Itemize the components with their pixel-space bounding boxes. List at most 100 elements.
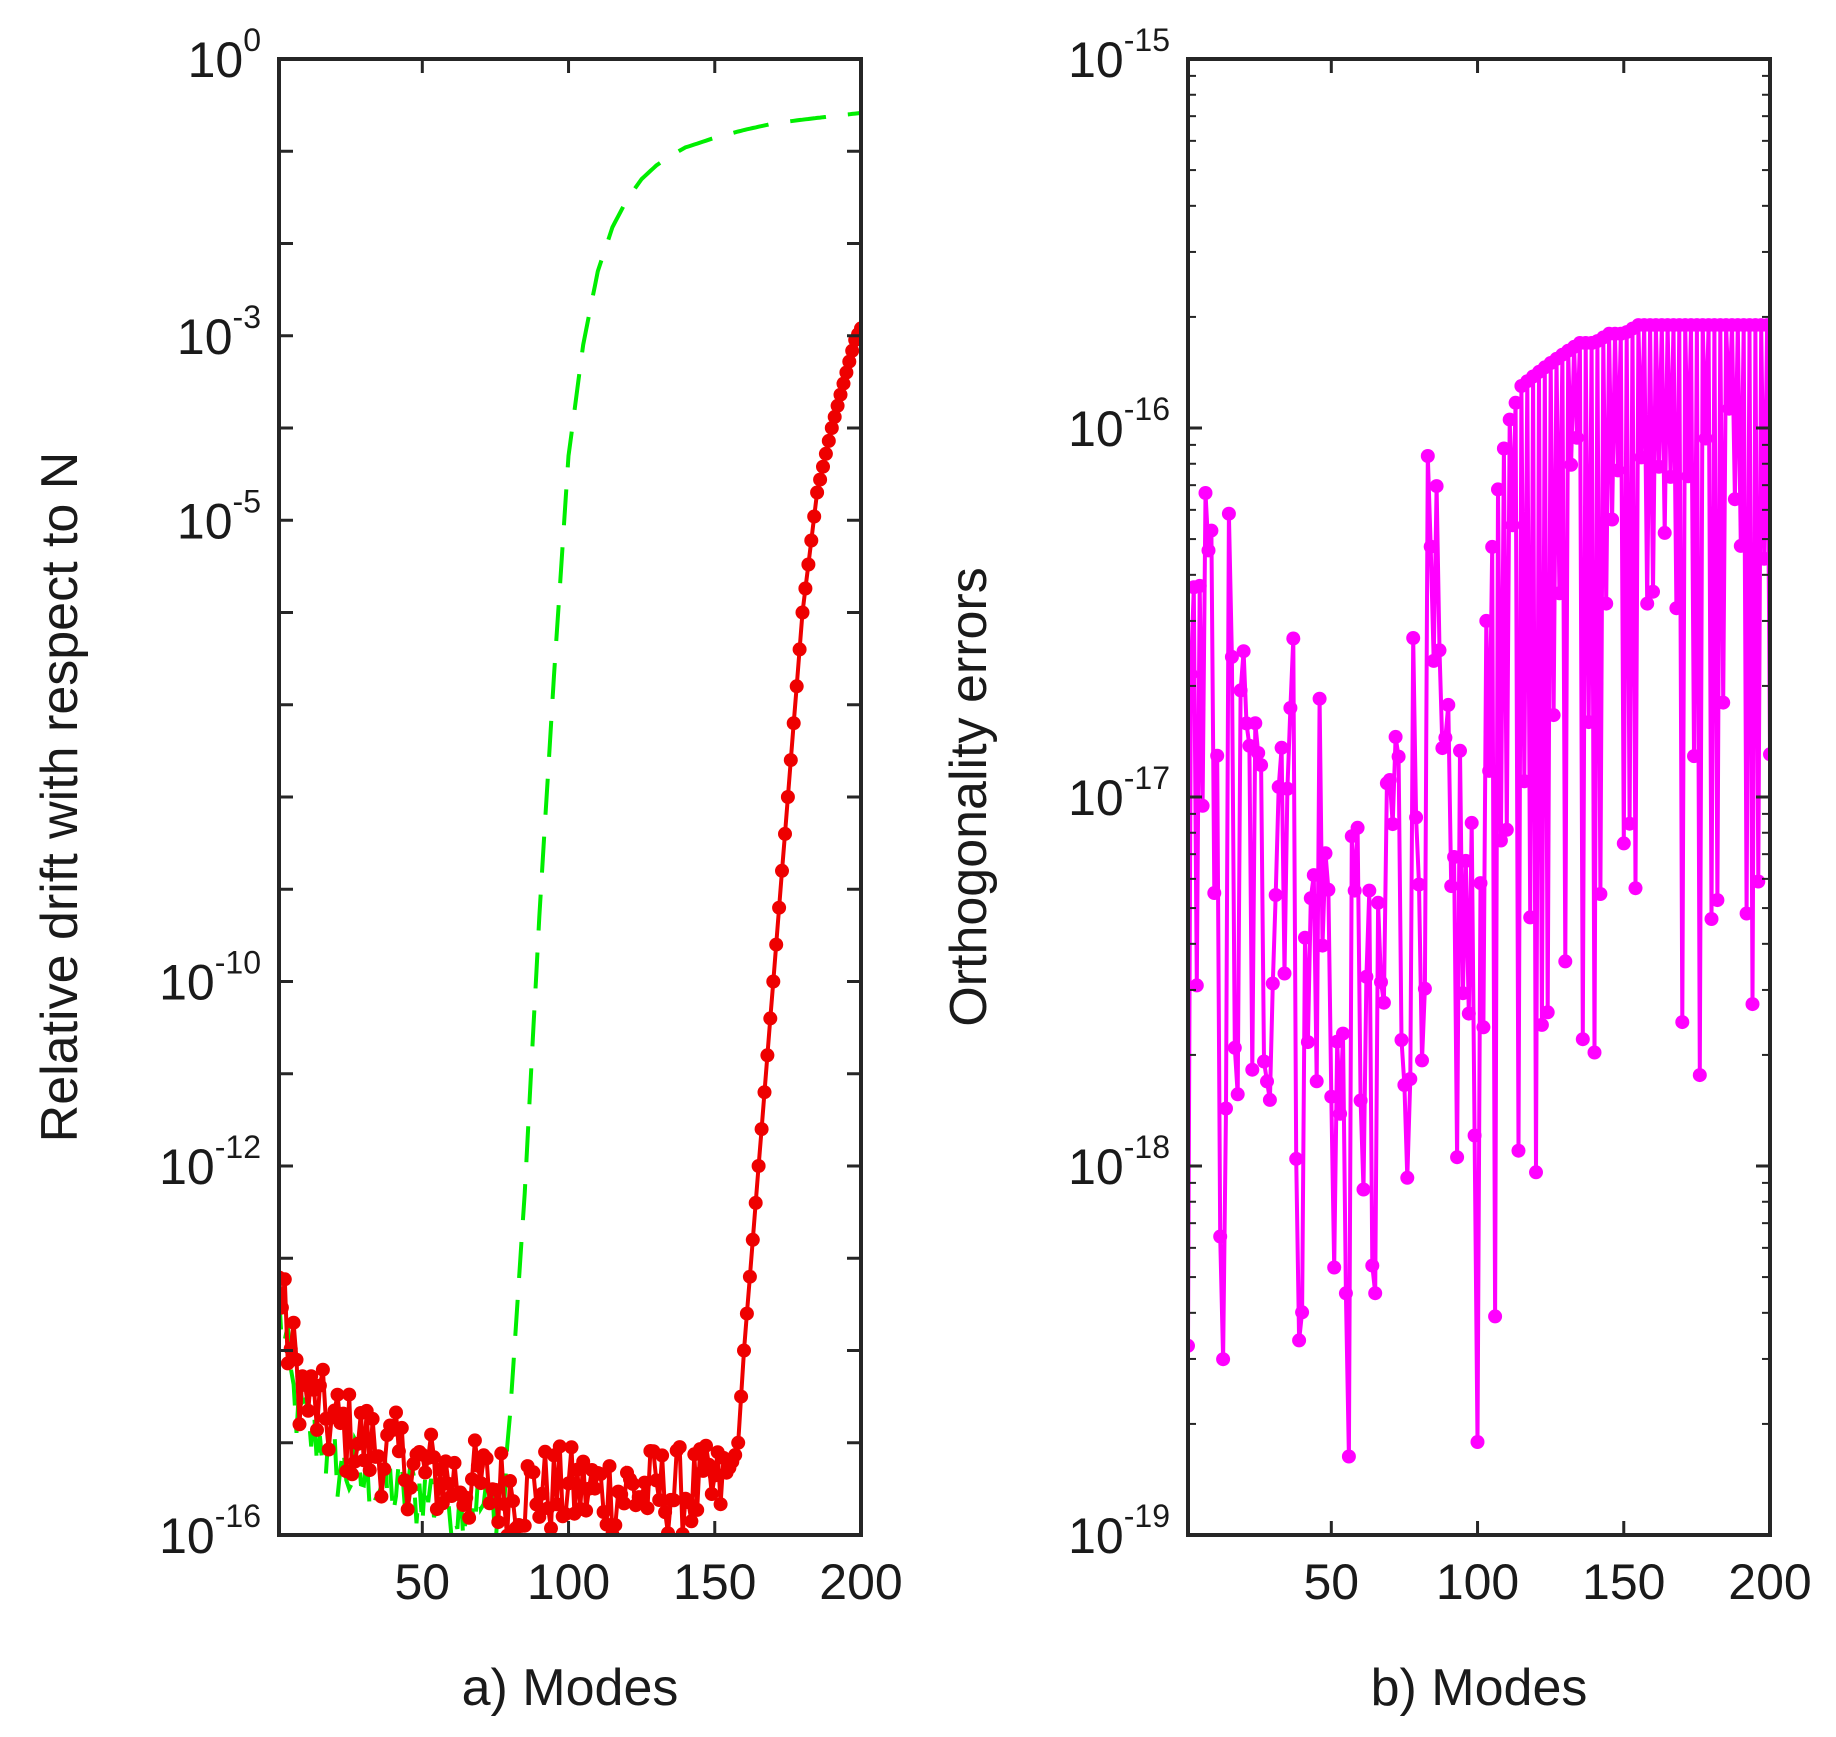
panel-b-data-point <box>1236 644 1251 659</box>
panel-a-data-point <box>827 409 842 424</box>
panel-b-data-point <box>1318 846 1333 861</box>
panel-b-data-point <box>1394 1033 1409 1047</box>
panel-a-data-point <box>757 1085 772 1100</box>
panel-b-data-point <box>1385 817 1400 832</box>
panel-a-data-point <box>473 1476 488 1491</box>
panel-a-ytick-label: 10-10 <box>159 945 261 1011</box>
panel-a-data-point <box>312 1378 327 1393</box>
panel-a-data-point <box>488 1482 503 1497</box>
panel-b-data-point <box>1295 1305 1310 1320</box>
panel-b-data-point <box>1417 981 1432 996</box>
panel-a-xlabel: a) Modes <box>462 1659 679 1717</box>
panel-a-data-point <box>833 387 848 402</box>
panel-b-data-point <box>1280 781 1295 796</box>
panel-a-data-point <box>795 605 810 620</box>
panel-b-data-point <box>1616 836 1631 851</box>
panel-b-data-point <box>1508 395 1523 410</box>
panel-a-data-point <box>728 1448 743 1462</box>
panel-b-data-point <box>1391 749 1406 764</box>
panel-a-data-point <box>801 557 816 572</box>
panel-b-data-point <box>1710 893 1725 908</box>
panel-b-data-point <box>1300 1035 1315 1050</box>
panel-b-data-point <box>1265 976 1280 991</box>
panel-b-data-point <box>1760 318 1770 333</box>
panel-a-data-point <box>447 1455 462 1470</box>
panel-a-data-point <box>760 1048 775 1063</box>
panel-a-xtick-label: 50 <box>394 1554 450 1610</box>
panel-b-data-point <box>1409 810 1424 825</box>
panel-b-data-point <box>1306 868 1321 883</box>
panel-a-data-point <box>766 974 781 989</box>
panel-b-data-point <box>1450 1150 1465 1165</box>
panel-b-data-point <box>1268 888 1283 902</box>
panel-b-data-point <box>1365 1258 1380 1273</box>
panel-b-data-point <box>1739 906 1754 921</box>
panel-a-data-point <box>479 1451 494 1466</box>
panel-a-data-point <box>839 365 854 380</box>
panel-a-data-point <box>351 1436 365 1451</box>
panel-a-data-point <box>625 1476 640 1491</box>
panel-a-data-point <box>602 1459 617 1474</box>
panel-b-data-point <box>1292 1333 1307 1348</box>
panel-b-ytick-label: 10-18 <box>1068 1129 1170 1195</box>
panel-a-data-point <box>371 1449 386 1464</box>
panel-b-data-point <box>1628 881 1643 896</box>
panel-b-data-point <box>1599 596 1614 611</box>
panel-b-data-point <box>1213 1229 1228 1244</box>
panel-b-data-point <box>1429 479 1444 494</box>
panel-b-data-point <box>1286 631 1301 646</box>
panel-a-data-point <box>608 1518 623 1533</box>
panel-a-data-point <box>813 472 828 487</box>
panel-b-data-point <box>1669 601 1684 616</box>
panel-a-data-point <box>737 1343 751 1358</box>
panel-a-data-point <box>684 1514 699 1529</box>
panel-a-data-point <box>301 1403 316 1418</box>
panel-a-data-point <box>462 1510 477 1525</box>
panel-b-data-point <box>1488 1309 1503 1324</box>
panel-b-data-point <box>1479 613 1494 628</box>
panel-b-data-point <box>1341 1449 1356 1464</box>
panel-b-data-point <box>1368 1286 1383 1301</box>
panel-a-data-point <box>535 1486 550 1501</box>
panel-a-data-point <box>532 1509 547 1524</box>
panel-b-data-point <box>1230 1087 1245 1102</box>
panel-b-xlabel: b) Modes <box>1371 1659 1588 1717</box>
panel-b-data-point <box>1704 912 1719 926</box>
panel-b-data-point <box>1634 450 1649 465</box>
panel-b-data-point <box>1353 1093 1368 1108</box>
panel-b-data-point <box>1388 729 1403 744</box>
panel-a-data-point <box>731 1435 746 1450</box>
panel-b-data-point <box>1412 877 1426 892</box>
panel-b-data-point <box>1347 883 1362 898</box>
panel-b-data-point <box>1274 740 1289 755</box>
panel-a-ytick-label: 100 <box>188 22 261 88</box>
panel-b-data-point <box>1657 525 1672 540</box>
panel-a-data-point <box>330 1387 345 1402</box>
panel-a-data-point <box>459 1490 474 1505</box>
panel-a-data-point <box>821 433 836 448</box>
panel-a-data-point <box>699 1438 713 1453</box>
panel-b-data-point <box>1406 631 1421 645</box>
panel-b-data-point <box>1444 879 1459 894</box>
panel-b-data-point <box>1201 543 1216 558</box>
panel-b-data-point <box>1564 457 1579 472</box>
panel-a-ticks: 100 10-3 10-5 10-10 10-12 10-16 50 100 150 200 <box>159 22 903 1610</box>
panel-a-data-point <box>503 1474 517 1488</box>
panel-b-data-point <box>1722 401 1737 416</box>
panel-b-data-point <box>1751 874 1766 889</box>
panel-a-data-point <box>792 642 807 657</box>
panel-b-data-point <box>1224 649 1239 664</box>
panel-a-data-point <box>769 937 784 952</box>
panel-a-data-point <box>494 1446 509 1461</box>
panel-b-data-point <box>1593 887 1608 901</box>
panel-b-data-point <box>1473 876 1488 891</box>
panel-a-data-point <box>552 1439 567 1454</box>
panel-b-data-point <box>1289 1151 1304 1166</box>
panel-b-data-point <box>1382 773 1397 787</box>
panel-b-data-point <box>1447 850 1462 864</box>
panel-b-xtick-label: 200 <box>1728 1554 1811 1610</box>
panel-b-data-point <box>1309 1074 1324 1089</box>
panel-a-data-point <box>617 1496 632 1511</box>
panel-a-data-point <box>804 533 819 548</box>
panel-b-data-point <box>1432 643 1447 658</box>
